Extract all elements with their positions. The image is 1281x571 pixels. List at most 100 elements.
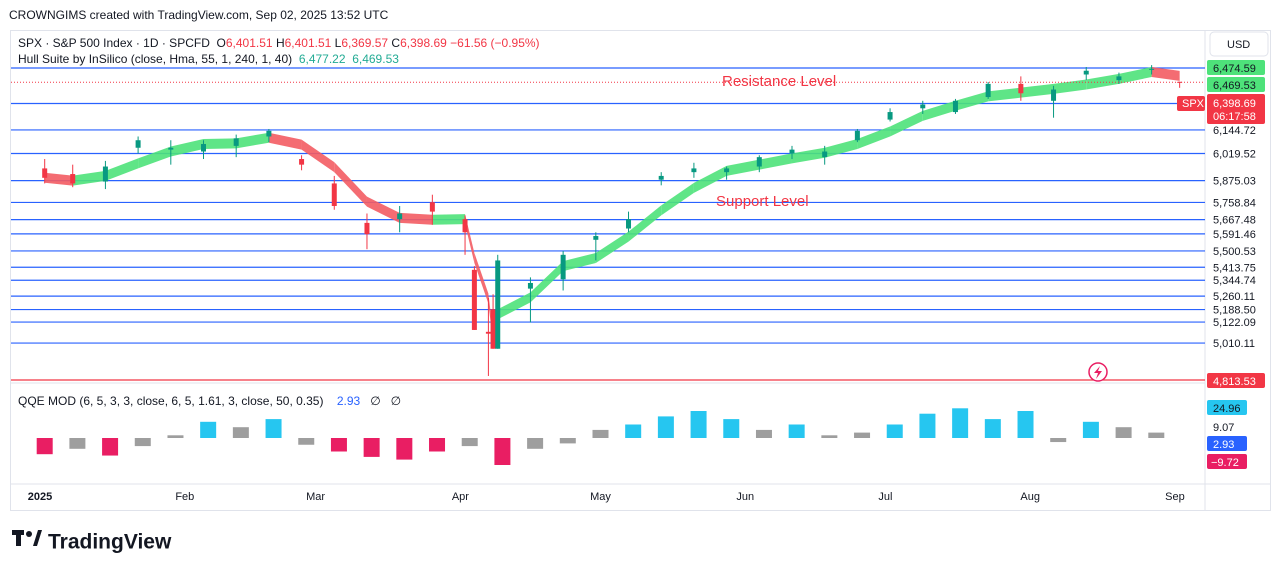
hull-tag-1 — [1207, 60, 1265, 75]
hull-tag-2 — [1207, 77, 1265, 92]
level-price-label: 5,188.50 — [1213, 305, 1256, 317]
qqe-bar — [265, 419, 282, 438]
candle-body — [1083, 70, 1089, 75]
qqe-histogram — [36, 408, 1165, 465]
hull-value-1: 6,477.22 — [298, 52, 346, 66]
month-tick-label: Feb — [175, 491, 194, 503]
qqe-val-tag — [1207, 436, 1247, 451]
hull-segment — [955, 91, 989, 111]
qqe-value-3: ∅ — [390, 394, 402, 408]
currency-label: USD — [1227, 39, 1250, 51]
level-price-label: 5,260.11 — [1213, 291, 1255, 303]
hull-segment — [497, 292, 531, 320]
symbol-tag — [1177, 96, 1205, 111]
hull-segment — [693, 165, 727, 193]
qqe-bar — [821, 435, 838, 438]
level-price-label: 5,758.84 — [1213, 197, 1256, 209]
brand-name: TradingView — [48, 530, 172, 554]
hull-indicator-name[interactable]: Hull Suite by InSilico (close, Hma, 55, … — [18, 52, 293, 66]
qqe-bar — [36, 438, 53, 455]
hull-segment — [759, 153, 792, 170]
candle-body — [789, 149, 795, 154]
qqe-bar — [854, 432, 871, 438]
qqe-bar — [396, 438, 413, 460]
qqe-bar — [134, 438, 151, 447]
tradingview-logo[interactable]: TradingView — [12, 530, 171, 554]
qqe-bar — [723, 419, 740, 438]
hull-tag-1-value: 6,474.59 — [1213, 63, 1256, 75]
level-price-label: 5,667.48 — [1213, 215, 1256, 227]
lightning-alert-icon[interactable] — [1088, 362, 1108, 382]
hull-segment — [1118, 66, 1152, 84]
hull-segment — [301, 139, 335, 173]
last-price-tag — [1207, 94, 1265, 124]
hull-segment — [138, 146, 171, 169]
hull-segment — [334, 162, 367, 207]
qqe-neg-value: −9.72 — [1211, 457, 1239, 469]
level-price-label: 5,122.09 — [1213, 317, 1256, 329]
hull-segment — [72, 170, 106, 186]
symbol-tag-label: SPX — [1182, 98, 1205, 110]
qqe-bar — [559, 438, 576, 444]
qqe-bar — [494, 438, 511, 465]
qqe-value-2: ∅ — [370, 394, 381, 408]
qqe-bar — [1082, 421, 1099, 438]
candle-body — [233, 138, 239, 146]
level-price-label: 5,591.46 — [1213, 229, 1256, 241]
candle-body — [462, 219, 468, 233]
qqe-bar — [298, 438, 315, 445]
hull-segment — [399, 212, 433, 225]
change-value: −61.56 (−0.95%) — [450, 36, 540, 50]
hull-segment — [105, 158, 139, 181]
candle-body — [756, 157, 762, 167]
hull-segment — [563, 252, 596, 272]
qqe-bar — [952, 408, 969, 438]
low-value: 6,369.57 — [341, 36, 389, 50]
qqe-bar — [1017, 411, 1034, 438]
hull-segment — [203, 138, 237, 149]
hull-suite-band — [44, 66, 1180, 343]
qqe-val-value: 2.93 — [1213, 439, 1234, 451]
candle-body — [1116, 76, 1122, 81]
qqe-bar — [657, 416, 674, 438]
hull-segment — [661, 182, 694, 216]
countdown-value: 06:17:58 — [1213, 111, 1256, 123]
horizontal-levels — [11, 67, 1205, 381]
qqe-bar — [788, 424, 805, 438]
candle-body — [397, 213, 403, 220]
hull-segment — [432, 214, 466, 225]
candle-body — [952, 100, 958, 113]
qqe-bar — [1050, 438, 1067, 443]
qqe-neg-tag — [1207, 454, 1247, 469]
time-axis: 2025 Feb Mar Apr May Jun Jul Aug Sep — [28, 491, 1185, 503]
qqe-bar — [755, 429, 772, 438]
hull-segment — [366, 196, 400, 223]
candle-body — [429, 202, 435, 212]
support-label: Support Level — [716, 193, 809, 210]
candle-body — [135, 140, 141, 148]
hull-segment — [1053, 79, 1087, 94]
month-tick-label: Sep — [1165, 491, 1185, 503]
qqe-top-tag — [1207, 400, 1247, 415]
candle-body — [471, 269, 477, 330]
hull-segment — [268, 132, 302, 150]
symbol-description[interactable]: SPX · S&P 500 Index · 1D · SPCFD — [18, 36, 210, 50]
qqe-bar — [984, 419, 1001, 438]
candle-body — [1177, 81, 1183, 83]
candle-body — [331, 183, 337, 206]
resistance-label: Resistance Level — [722, 73, 836, 90]
hull-segment — [530, 261, 564, 303]
candle-body — [102, 166, 108, 182]
qqe-bar — [690, 411, 707, 438]
candle-body — [168, 147, 174, 150]
month-tick-label: Apr — [452, 491, 469, 503]
hull-legend: Hull Suite by InSilico (close, Hma, 55, … — [18, 52, 399, 66]
currency-button[interactable] — [1209, 31, 1269, 57]
qqe-indicator-name[interactable]: QQE MOD (6, 5, 3, 3, close, 6, 5, 1.61, … — [18, 394, 324, 408]
candle-body — [920, 104, 926, 109]
hull-segment — [726, 159, 760, 176]
hull-value-2: 6,469.53 — [352, 52, 399, 66]
candle-body — [495, 260, 501, 349]
close-value: 6,398.69 — [400, 36, 447, 50]
